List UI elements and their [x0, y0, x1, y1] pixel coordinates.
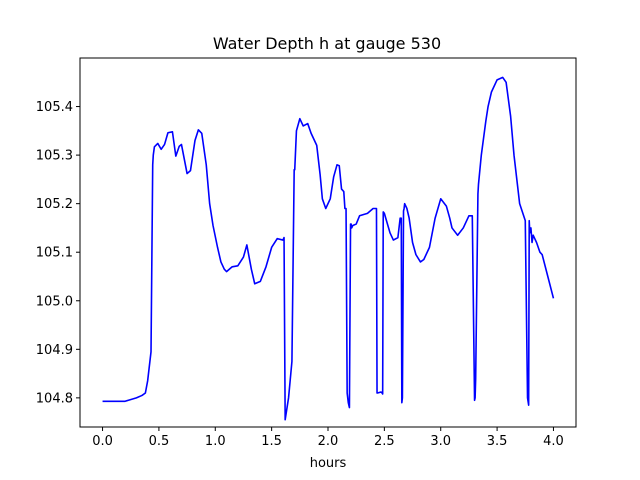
y-tick-label: 105.0 [36, 294, 73, 309]
x-axis: 0.0 0.5 1.0 1.5 2.0 2.5 3.0 3.5 4.0 [92, 427, 564, 449]
x-tick-label: 2.5 [374, 434, 395, 449]
x-tick-label: 3.5 [487, 434, 508, 449]
y-tick-label: 105.3 [36, 149, 73, 164]
y-tick-label: 105.1 [36, 246, 73, 261]
series-line [102, 76, 555, 421]
y-tick-label: 105.4 [36, 100, 73, 115]
x-tick-label: 3.0 [430, 434, 451, 449]
x-tick-label: 0.0 [92, 434, 113, 449]
x-axis-label: hours [310, 456, 347, 471]
series-layer [102, 76, 555, 421]
plot-area-frame [79, 57, 577, 428]
y-axis: 104.8 104.9 105.0 105.1 105.2 105.3 105.4 [36, 100, 80, 406]
y-tick-label: 104.8 [36, 391, 73, 406]
y-tick-label: 104.9 [36, 343, 73, 358]
y-tick-label: 105.2 [36, 197, 73, 212]
x-tick-label: 1.0 [205, 434, 226, 449]
x-tick-label: 2.0 [318, 434, 339, 449]
chart-title: Water Depth h at gauge 530 [213, 34, 441, 53]
x-tick-label: 1.5 [261, 434, 282, 449]
x-tick-label: 4.0 [543, 434, 564, 449]
x-tick-label: 0.5 [149, 434, 170, 449]
